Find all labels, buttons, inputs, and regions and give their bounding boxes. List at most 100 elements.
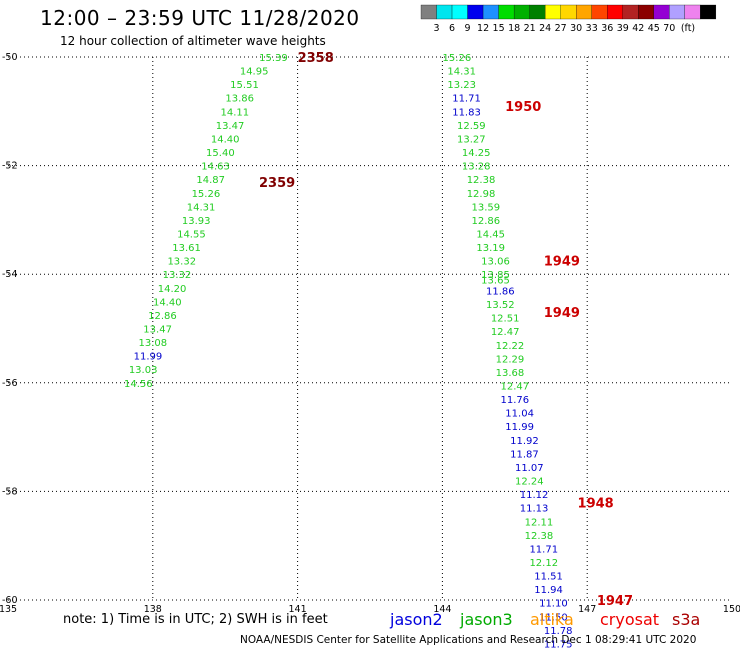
time-label: 1949 [544, 255, 580, 270]
swh-value-jason3: 13.47 [143, 325, 172, 336]
swh-value-jason3: 13.47 [216, 121, 245, 132]
legend-s3a: s3a [672, 610, 700, 629]
swh-value-jason3: 14.87 [196, 175, 225, 186]
time-label: 2358 [298, 51, 334, 66]
colorbar-swatch [420, 4, 437, 20]
swh-value-jason3: 14.63 [201, 162, 230, 173]
footnote: note: 1) Time is in UTC; 2) SWH is in fe… [63, 612, 328, 627]
colorbar-tick: 70 [663, 23, 675, 34]
swh-value-jason3: 15.26 [192, 189, 221, 200]
swh-value-jason3: 13.61 [172, 243, 201, 254]
swh-value-jason2: 11.04 [505, 409, 534, 420]
swh-value-jason3: 11.99 [134, 352, 163, 363]
colorbar-tick: 15 [493, 23, 505, 34]
swh-value-jason2: 13.68 [496, 368, 525, 379]
swh-value-jason3: 15.51 [230, 80, 259, 91]
colorbar-tick: 27 [555, 23, 567, 34]
colorbar-swatch [669, 4, 685, 20]
swh-value-jason2: 11.71 [452, 94, 481, 105]
colorbar-tick: 3 [433, 23, 439, 34]
swh-value-jason2: 11.94 [534, 585, 563, 596]
chart-title: 12:00 – 23:59 UTC 11/28/2020 [40, 6, 360, 30]
swh-value-jason3: 14.20 [158, 284, 187, 295]
legend-cryosat: cryosat [600, 610, 659, 629]
colorbar-swatch [560, 4, 577, 20]
y-tick-label: -60 [2, 595, 18, 606]
y-tick-label: -58 [2, 486, 18, 497]
swh-value-jason3: 14.31 [187, 202, 216, 213]
swh-value-jason2: 12.11 [525, 517, 554, 528]
colorbar-tick: 42 [632, 23, 644, 34]
swh-value-jason2: 12.47 [500, 382, 529, 393]
y-tick-label: -50 [2, 52, 18, 63]
x-tick-label: 150 [723, 604, 740, 615]
swh-value-jason2: 11.83 [452, 107, 481, 118]
colorbar-tick: 30 [570, 23, 582, 34]
swh-value-jason2: 13.65 [481, 276, 510, 287]
swh-value-jason2: 11.12 [520, 490, 549, 501]
colorbar-swatch [638, 4, 654, 20]
swh-value-jason3: 14.56 [124, 379, 153, 390]
colorbar-swatch [529, 4, 546, 20]
colorbar-tick: 33 [586, 23, 598, 34]
swh-value-jason3: 14.40 [211, 134, 240, 145]
swh-value-jason2: 13.52 [486, 300, 515, 311]
colorbar-tick: 12 [477, 23, 489, 34]
swh-value-jason2: 12.29 [496, 354, 525, 365]
time-label: 1949 [544, 306, 580, 321]
time-label: 1950 [505, 100, 541, 115]
swh-value-jason2: 13.85 [481, 270, 510, 281]
colorbar-tick: 18 [508, 23, 520, 34]
x-tick-label: 144 [433, 604, 451, 615]
credit-footer: NOAA/NESDIS Center for Satellite Applica… [240, 634, 697, 646]
colorbar-tick: 9 [465, 23, 471, 34]
swh-value-jason3: 14.11 [221, 107, 250, 118]
swh-value-jason3: 15.39 [259, 53, 288, 64]
swh-value-jason2: 11.51 [534, 572, 563, 583]
swh-value-jason2: 12.47 [491, 327, 520, 338]
swh-value-jason2: 12.22 [496, 341, 525, 352]
colorbar-swatch [653, 4, 670, 20]
colorbar-swatch [622, 4, 639, 20]
colorbar-swatch [545, 4, 561, 20]
swh-value-jason2: 12.24 [515, 477, 544, 488]
time-label: 1947 [597, 594, 633, 609]
swh-value-jason3: 14.40 [153, 297, 182, 308]
swh-value-jason2: 12.38 [467, 175, 496, 186]
swh-value-jason2: 14.25 [462, 148, 491, 159]
swh-value-jason2: 13.06 [481, 257, 510, 268]
legend-jason2: jason2 [389, 610, 443, 629]
swh-value-jason2: 11.99 [505, 422, 534, 433]
swh-value-jason2: 11.50 [539, 612, 568, 623]
colorbar-swatch [513, 4, 530, 20]
colorbar-tick: 6 [449, 23, 455, 34]
colorbar-swatch [482, 4, 499, 20]
swh-value-jason2: 13.28 [462, 162, 491, 173]
swh-value-jason3: 13.32 [167, 257, 196, 268]
colorbar-tick: 24 [539, 23, 551, 34]
swh-value-jason2: 11.92 [510, 436, 539, 447]
swh-value-jason2: 13.59 [472, 202, 501, 213]
swh-value-jason2: 11.87 [510, 449, 539, 460]
swh-value-jason3: 13.03 [129, 365, 158, 376]
x-tick-label: 141 [289, 604, 307, 615]
x-tick-label: 138 [144, 604, 162, 615]
swh-value-jason2: 11.71 [529, 544, 558, 555]
colorbar-swatch [498, 4, 515, 20]
colorbar-swatch [467, 4, 484, 20]
colorbar-swatch [576, 4, 592, 20]
swh-value-jason2: 12.51 [491, 314, 520, 325]
swh-value-jason3: 13.32 [163, 270, 192, 281]
swh-value-jason2: 12.86 [472, 216, 501, 227]
colorbar-swatch [684, 4, 701, 20]
colorbar-swatch [591, 4, 608, 20]
swh-value-jason2: 13.27 [457, 134, 486, 145]
swh-value-jason2: 14.45 [476, 229, 505, 240]
y-tick-label: -54 [2, 269, 18, 280]
swh-value-jason2: 12.59 [457, 121, 486, 132]
legend-jason3: jason3 [459, 610, 513, 629]
swh-value-jason2: 11.10 [539, 599, 568, 610]
colorbar-tick: 36 [601, 23, 613, 34]
colorbar-tick: 45 [648, 23, 660, 34]
swh-value-jason2: 14.31 [447, 67, 476, 78]
